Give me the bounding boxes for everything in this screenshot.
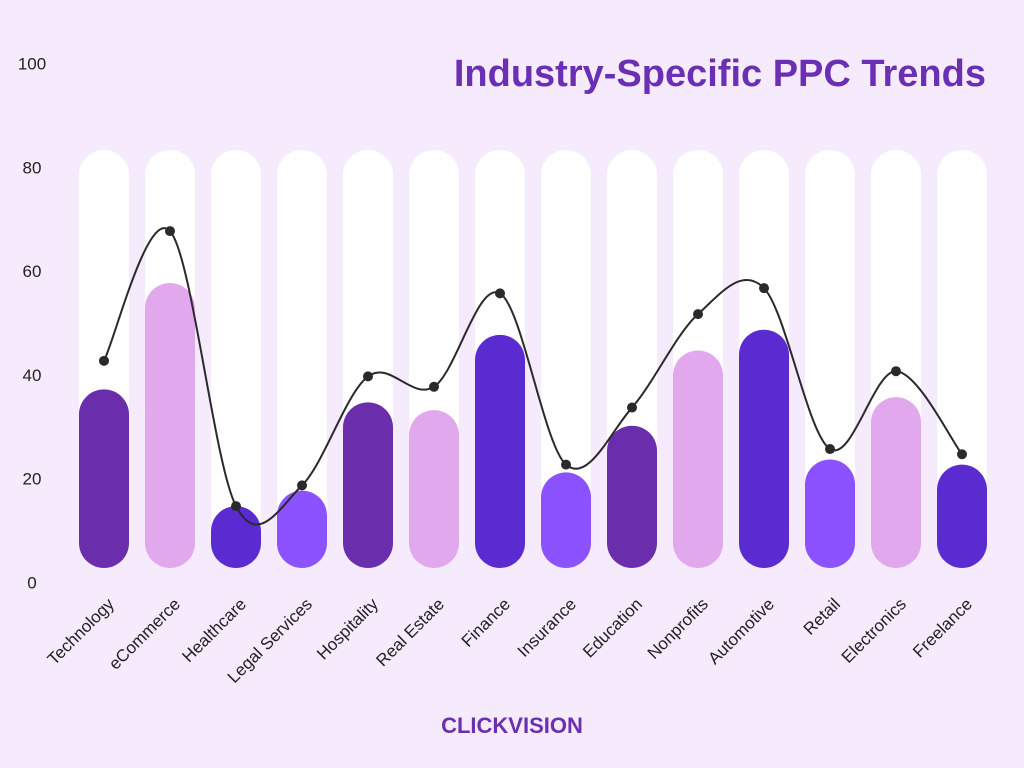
bar — [739, 329, 789, 568]
bar — [277, 490, 327, 568]
bar — [343, 402, 393, 568]
chart-title: Industry-Specific PPC Trends — [454, 53, 986, 95]
y-tick-label: 80 — [23, 158, 42, 177]
bar — [79, 389, 129, 568]
y-tick-label: 0 — [27, 573, 36, 592]
bar — [475, 334, 525, 568]
y-tick-label: 100 — [18, 54, 46, 73]
trend-point — [363, 371, 373, 382]
bar — [805, 459, 855, 568]
y-tick-label: 20 — [23, 470, 42, 489]
bar — [409, 410, 459, 568]
trend-point — [825, 444, 835, 455]
bar-track — [277, 150, 327, 568]
trend-point — [99, 355, 109, 366]
trend-point — [165, 226, 175, 237]
bar — [607, 425, 657, 568]
trend-point — [561, 459, 571, 470]
trend-point — [429, 381, 439, 392]
bar — [541, 472, 591, 568]
bar — [673, 350, 723, 568]
trend-point — [759, 283, 769, 294]
trend-point — [297, 480, 307, 491]
bar-track — [541, 150, 591, 568]
trend-point — [891, 366, 901, 377]
trend-point — [693, 309, 703, 320]
bar — [145, 282, 195, 568]
trend-point — [495, 288, 505, 299]
bar — [211, 506, 261, 568]
y-tick-label: 40 — [23, 366, 42, 385]
brand-logo: CLICKVISION — [441, 713, 583, 738]
bar — [871, 397, 921, 568]
trend-line — [103, 227, 963, 526]
y-tick-label: 60 — [23, 262, 42, 281]
bar-track — [937, 150, 987, 568]
trend-point — [627, 402, 637, 413]
bar — [937, 464, 987, 568]
trend-point — [957, 449, 967, 460]
trend-point — [231, 501, 241, 512]
